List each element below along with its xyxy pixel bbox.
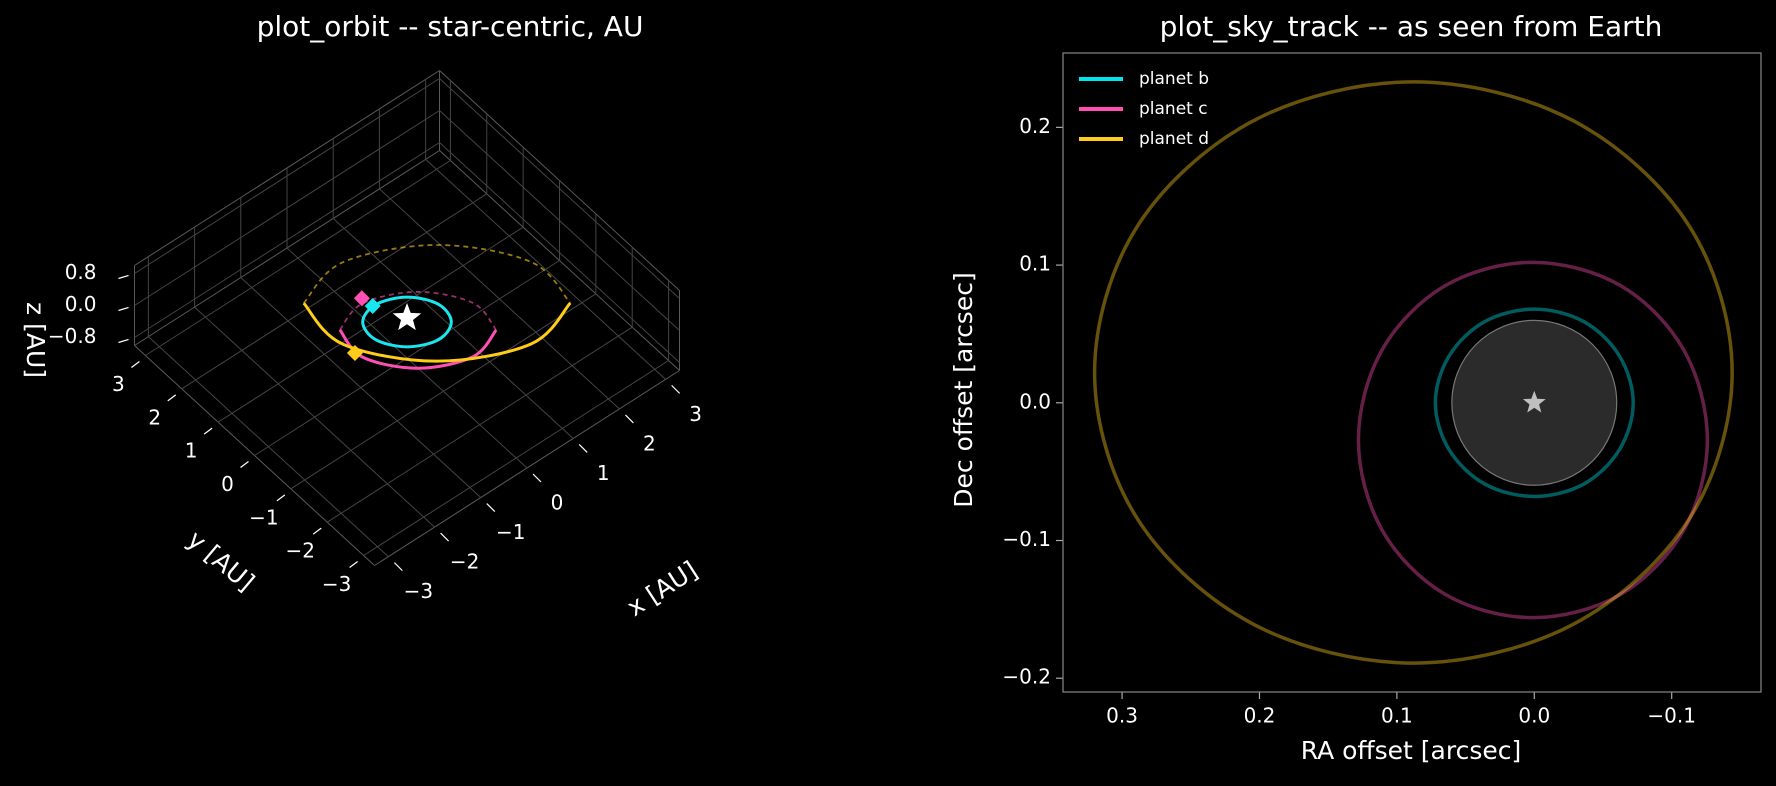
grid-line [326,326,633,523]
legend-label: planet c [1139,99,1208,119]
grid-line [181,193,488,390]
x-tick-label: −1 [496,520,525,544]
planet-marker [364,297,381,314]
legend-label: planet b [1139,69,1209,89]
x-tick-label: 1 [597,461,610,485]
x-tick-label: 2 [643,431,656,455]
x-tick-label: −0.1 [1647,704,1696,728]
orbit-line [302,301,572,363]
grid-line [145,160,451,356]
grid-line [134,110,440,306]
y-tick-label: −0.1 [1002,527,1051,551]
x-tick-mark [671,384,681,394]
y-tick-label: 2 [148,405,161,429]
y-tick-mark [203,427,213,435]
star-marker [1522,390,1546,413]
x-tick-mark [532,473,542,483]
y-tick-label: 0.1 [1019,252,1051,276]
x-tick-label: 0.1 [1381,704,1413,728]
y-tick-mark [276,494,286,502]
x-tick-label: 0.3 [1106,704,1138,728]
legend-label: planet d [1139,129,1209,149]
sky-track-line [1092,80,1734,665]
y-tick-label: 0.2 [1019,114,1051,138]
y-tick-mark [167,394,177,402]
x-tick-mark [486,503,496,512]
y-tick-label: −0.2 [1002,665,1051,689]
grid-line [439,110,680,331]
y-tick-mark [349,561,358,568]
y-tick-label: 0 [221,472,234,496]
y-tick-label: 3 [112,372,125,396]
z-tick-mark [118,274,129,280]
grid-line [134,142,440,338]
chart-title: plot_sky_track -- as seen from Earth [1160,10,1663,43]
sky-track-line [1356,260,1710,620]
x-tick-mark [624,414,634,424]
y-tick-mark [131,361,140,368]
grid-line [439,142,680,363]
sky-track-line [1433,307,1635,499]
y-tick-label: 1 [185,439,198,463]
y-tick-label: −3 [322,572,351,596]
z-tick-mark [118,338,129,344]
x-tick-mark [440,532,450,542]
z-axis-label: z [AU] [21,302,50,378]
star-marker [392,303,422,331]
grid-line [290,293,597,490]
grid-line [217,226,524,423]
planet-marker [353,290,370,307]
grid-line [363,360,669,556]
x-tick-mark [578,444,588,453]
grid-line [439,78,680,299]
orbit-line [339,290,497,331]
orbit-line [361,295,453,349]
z-tick-mark [118,306,129,312]
y-axis-label: Dec offset [arcsec] [949,272,978,507]
planet-marker [346,344,363,361]
chart-title: plot_orbit -- star-centric, AU [257,10,644,43]
y-tick-label: −2 [285,539,314,563]
y-tick-label: −1 [249,505,278,529]
y-tick-label: 0.0 [1019,389,1051,413]
x-tick-mark [393,562,403,572]
grid-line [134,78,440,274]
y-tick-mark [240,461,249,468]
x-tick-label: 0 [551,491,564,515]
orbit-line [303,244,571,304]
z-tick-label: 0.0 [65,292,97,316]
x-tick-label: 0.0 [1518,704,1550,728]
axes-frame [1062,52,1762,693]
x-tick-label: 0.2 [1244,704,1276,728]
z-tick-label: 0.8 [65,260,97,284]
x-tick-label: −3 [404,579,433,603]
x-tick-label: 3 [689,402,702,426]
x-tick-label: −2 [450,550,479,574]
x-axis-label: RA offset [arcsec] [1301,736,1522,765]
y-tick-mark [312,527,322,535]
z-tick-label: −0.8 [48,324,97,348]
